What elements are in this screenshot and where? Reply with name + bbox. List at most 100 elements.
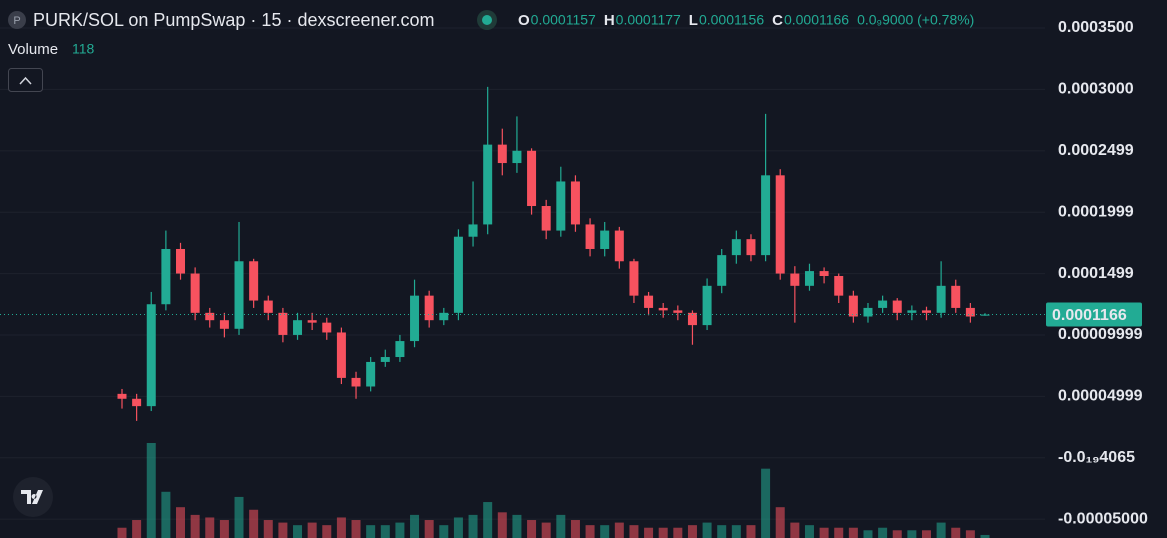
- last-price-label: 0.0001166: [1052, 307, 1127, 324]
- candle-body: [161, 248, 171, 305]
- y-tick-label: 0.00009999: [1058, 326, 1143, 343]
- candle-body: [556, 181, 566, 231]
- volume-bar: [527, 520, 537, 538]
- candle-body: [190, 273, 200, 313]
- candle-body: [687, 312, 697, 326]
- candle-body: [263, 300, 273, 313]
- collapse-button[interactable]: [8, 68, 43, 92]
- volume-bar: [965, 530, 975, 538]
- candle-body: [132, 398, 142, 407]
- volume-bar: [673, 527, 683, 538]
- volume-bar: [790, 522, 800, 538]
- volume-bar: [951, 527, 961, 538]
- volume-bar: [366, 525, 376, 538]
- volume-bar: [468, 514, 478, 538]
- y-tick-label: 0.00004999: [1058, 388, 1143, 405]
- volume-bar: [848, 527, 858, 538]
- candle-body: [497, 144, 507, 164]
- volume-bar: [336, 517, 346, 538]
- volume-bar: [907, 530, 917, 538]
- volume-bar: [834, 527, 844, 538]
- candle-body: [205, 312, 215, 321]
- candle-body: [819, 271, 829, 276]
- tv-logo-mark: [21, 490, 43, 504]
- candle-body: [234, 261, 244, 329]
- candle-body: [249, 261, 259, 301]
- candle-body: [322, 322, 332, 333]
- candle-body: [980, 314, 990, 316]
- ohlc-value: 0.0001157: [531, 12, 596, 28]
- candle-body: [410, 295, 420, 342]
- token-logo-letter: P: [13, 15, 20, 27]
- ohlc-key: C: [772, 12, 783, 29]
- candle-body: [293, 320, 303, 335]
- volume-bar: [878, 527, 888, 538]
- volume-bar: [512, 514, 522, 538]
- volume-bar: [395, 522, 405, 538]
- volume-bar: [278, 522, 288, 538]
- candle-body: [834, 275, 844, 296]
- ohlc-value: 0.0001177: [616, 12, 681, 28]
- volume-bar: [117, 527, 127, 538]
- candle-body: [527, 150, 537, 207]
- volume-bar: [293, 525, 303, 538]
- token-logo: [8, 11, 26, 29]
- candle-body: [468, 224, 478, 237]
- candle-body: [336, 332, 346, 378]
- candle-body: [775, 175, 785, 274]
- candle-body: [585, 224, 595, 249]
- volume-bar: [234, 496, 244, 538]
- volume-bar: [263, 520, 273, 538]
- volume-bar: [702, 522, 712, 538]
- volume-bar: [921, 530, 931, 538]
- chart-title: PURK/SOL on PumpSwap · 15 · dexscreener.…: [33, 10, 435, 30]
- candle-body: [863, 307, 873, 317]
- volume-bar: [687, 525, 697, 538]
- candle-body: [570, 181, 580, 225]
- volume-bar: [249, 509, 259, 538]
- candle-body: [921, 310, 931, 313]
- candle-body: [936, 285, 946, 313]
- candle-body: [380, 357, 390, 362]
- volume-bar: [132, 520, 142, 538]
- candle-body: [731, 239, 741, 256]
- volume-bar: [936, 522, 946, 538]
- y-tick-label: -0.00005000: [1058, 510, 1148, 527]
- volume-bar: [176, 507, 186, 538]
- ohlc-key: L: [689, 12, 698, 29]
- volume-bar: [380, 525, 390, 538]
- volume-bar: [629, 525, 639, 538]
- grid: [0, 27, 1045, 520]
- candle-body: [878, 300, 888, 308]
- candle-body: [951, 285, 961, 308]
- volume-bar: [658, 527, 668, 538]
- volume-bar: [746, 525, 756, 538]
- y-tick-label: 0.0001499: [1058, 265, 1134, 282]
- candle-body: [790, 273, 800, 286]
- candle-body: [439, 312, 449, 321]
- candle-body: [892, 300, 902, 313]
- candle-body: [176, 248, 186, 274]
- volume-bar: [410, 514, 420, 538]
- volume-bar: [775, 507, 785, 538]
- candle-body: [117, 393, 127, 399]
- candle-body: [717, 255, 727, 286]
- volume-bar: [483, 502, 493, 538]
- volume-bar: [146, 443, 156, 538]
- candle-body: [395, 341, 405, 358]
- volume-bar: [863, 530, 873, 538]
- candle-body: [351, 377, 361, 387]
- candle-body: [146, 304, 156, 407]
- volume-bar: [614, 522, 624, 538]
- ohlc-legend: O 0.0001157 H 0.0001177 L 0.0001156 C 0.0001166…: [518, 12, 974, 29]
- volume-bar: [819, 527, 829, 538]
- candle-body: [600, 230, 610, 249]
- candle-body: [307, 320, 317, 323]
- candle-body: [965, 307, 975, 317]
- ohlc-key: H: [604, 12, 615, 29]
- ohlc-value: 0.0001166: [784, 12, 849, 28]
- change-value: 0.0₉9000 (+0.78%): [857, 12, 974, 28]
- last-price-tag: [1046, 302, 1142, 327]
- ohlc-value: 0.0001156: [699, 12, 764, 28]
